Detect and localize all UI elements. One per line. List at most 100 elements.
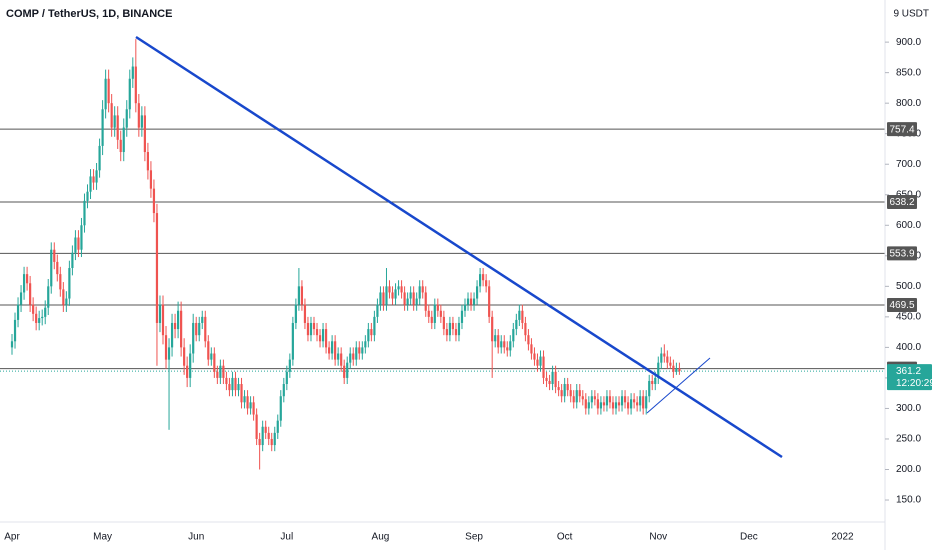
candle-body: [306, 322, 310, 336]
candle-body: [497, 335, 500, 348]
candle-body: [101, 109, 104, 146]
candle-body: [340, 353, 343, 366]
candle-body: [155, 213, 159, 323]
candle-body: [324, 329, 328, 348]
candle-body: [599, 402, 602, 409]
candle-body: [379, 292, 382, 305]
candle-body: [222, 365, 225, 378]
candle-body: [167, 347, 171, 360]
candle-body: [451, 322, 455, 330]
candle-body: [13, 319, 17, 342]
candle-body: [261, 426, 264, 446]
candle-body: [59, 274, 62, 290]
candle-body: [119, 139, 122, 153]
x-tick-label: Jun: [188, 532, 204, 543]
candle-body: [482, 274, 485, 281]
candle-body: [71, 252, 74, 269]
level-label-box: [887, 297, 917, 312]
y-tick-label: 450.0: [896, 312, 921, 323]
candle-body: [418, 286, 421, 299]
y-tick-label: 900.0: [896, 37, 921, 48]
candle-body: [358, 347, 361, 354]
candle-body: [572, 396, 575, 403]
candle-body: [164, 335, 168, 360]
last-price-box: [887, 364, 932, 391]
candle-body: [385, 286, 388, 305]
candle-body: [581, 396, 584, 400]
candle-body: [204, 316, 207, 342]
candles: [10, 39, 681, 470]
candle-body: [288, 359, 291, 372]
candle-body: [113, 115, 116, 128]
candle-body: [216, 371, 219, 378]
y-tick-label: 850.0: [896, 67, 921, 78]
last-price-label: 361.2: [896, 366, 921, 377]
candle-body: [352, 353, 355, 360]
candle-body: [506, 347, 509, 351]
candle-body: [29, 283, 32, 305]
y-tick-label: 700.0: [896, 159, 921, 170]
candle-body: [249, 402, 252, 409]
candle-body: [125, 109, 128, 128]
candle-body: [128, 78, 131, 110]
candle-body: [32, 304, 35, 314]
candle-body: [463, 304, 467, 311]
candle-body: [186, 365, 189, 378]
candle-body: [479, 274, 482, 287]
candle-body: [110, 103, 113, 128]
candle-body: [539, 356, 542, 366]
candle-body: [475, 286, 479, 299]
candle-body: [430, 316, 433, 323]
candle-body: [161, 304, 165, 336]
level-label: 553.9: [889, 249, 914, 260]
level-label-box: [887, 194, 917, 209]
candle-body: [198, 322, 201, 336]
candle-body: [252, 402, 255, 415]
candle-body: [367, 329, 370, 342]
candle-body: [50, 249, 53, 287]
candle-body: [488, 286, 491, 317]
candle-body: [246, 396, 249, 409]
candle-body: [651, 380, 654, 385]
candle-body: [557, 387, 560, 391]
level-label: 469.5: [889, 300, 914, 311]
candle-body: [131, 66, 134, 79]
candle-body: [349, 353, 352, 363]
candle-body: [137, 103, 140, 128]
candle-body: [530, 344, 533, 354]
countdown-label: 12:20:29: [896, 378, 932, 389]
candle-body: [548, 380, 551, 385]
candle-body: [315, 329, 319, 336]
candle-body: [584, 399, 587, 409]
candle-body: [672, 365, 675, 372]
candle-body: [614, 402, 618, 409]
candle-body: [551, 371, 554, 385]
candle-body: [633, 399, 636, 403]
candle-body: [38, 318, 41, 323]
candle-body: [328, 347, 331, 354]
x-tick-label: Oct: [557, 532, 573, 543]
candle-body: [442, 316, 445, 330]
candle-body: [436, 304, 439, 311]
candle-body: [611, 402, 615, 409]
candle-body: [318, 335, 322, 342]
candle-body: [518, 310, 521, 320]
candle-body: [243, 396, 246, 403]
candle-body: [173, 322, 177, 330]
candle-body: [273, 432, 276, 446]
candle-body: [554, 371, 557, 388]
candle-body: [639, 396, 642, 406]
candle-body: [355, 347, 358, 360]
y-tick-label: 250.0: [896, 434, 921, 445]
candle-body: [264, 426, 267, 433]
level-lines: [0, 128, 885, 372]
candle-body: [291, 322, 294, 360]
candle-body: [210, 353, 213, 360]
candle-body: [623, 396, 627, 403]
candle-body: [231, 377, 234, 391]
candle-body: [382, 292, 385, 305]
candle-body: [10, 341, 14, 348]
candle-body: [364, 341, 367, 348]
candle-body: [267, 432, 270, 439]
